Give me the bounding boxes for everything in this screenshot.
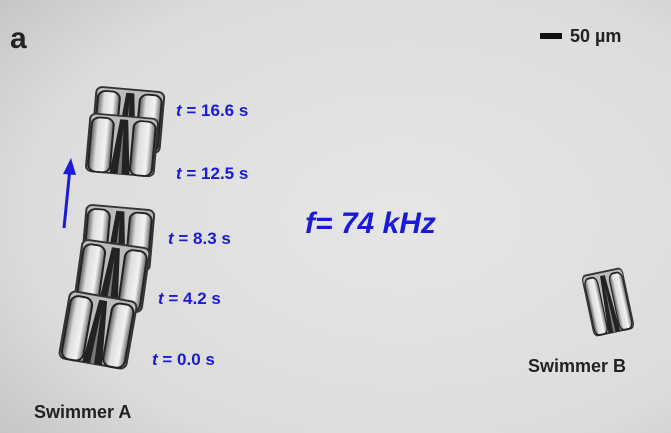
time-label: t = 0.0 s [152,350,215,369]
time-label: t = 12.5 s [176,164,248,183]
scale-bar [540,33,562,39]
swimmer-label: Swimmer A [34,402,131,422]
time-value: = 8.3 s [174,229,231,248]
time-label: t = 4.2 s [158,289,221,308]
micrograph: a 50 µm t = 16.6 s t = 12.5 s t = 8.3 s … [0,0,671,433]
swimmer-label: Swimmer B [528,356,626,376]
time-label: t = 8.3 s [168,229,231,248]
swimmer-a-frame [59,291,138,370]
time-value: = 12.5 s [182,164,249,183]
scale-label: 50 µm [570,26,621,46]
time-label: t = 16.6 s [176,101,248,120]
time-value: = 16.6 s [182,101,249,120]
swimmer-a-frame [86,113,159,177]
time-value: = 0.0 s [158,350,215,369]
time-value: = 4.2 s [164,289,221,308]
panel-label: a [10,22,27,55]
frequency-label: f= 74 kHz [305,207,436,240]
